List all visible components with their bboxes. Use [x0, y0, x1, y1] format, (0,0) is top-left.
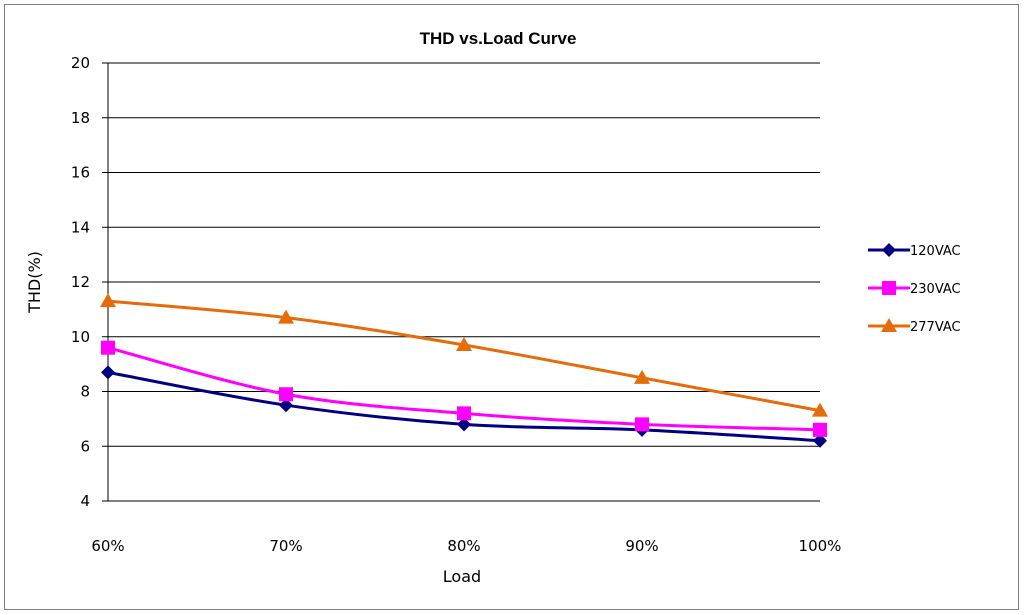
legend-marker-120VAC	[882, 243, 896, 257]
data-point-230VAC-90%	[635, 417, 649, 432]
y-tick-label: 12	[71, 273, 90, 291]
legend-marker-277VAC	[881, 318, 897, 332]
x-tick-label: 90%	[625, 537, 658, 555]
series-277VAC	[100, 293, 828, 417]
y-tick-label: 18	[71, 109, 90, 127]
y-tick-label: 20	[71, 54, 90, 72]
data-point-120VAC-60%	[101, 365, 115, 380]
y-tick-label: 6	[80, 437, 90, 455]
axes	[102, 62, 820, 502]
x-tick-label: 80%	[447, 537, 480, 555]
chart-title: THD vs.Load Curve	[420, 29, 577, 48]
data-point-230VAC-70%	[279, 387, 293, 402]
y-tick-labels: 4 6 8 10 12 14 16 18 20	[71, 54, 90, 510]
legend-item-120VAC: 120VAC	[868, 243, 961, 259]
legend-item-230VAC: 230VAC	[868, 281, 961, 297]
data-point-277VAC-100%	[812, 402, 828, 417]
y-tick-label: 14	[71, 218, 90, 236]
legend-label-277VAC: 277VAC	[910, 320, 961, 335]
x-axis-label: Load	[443, 567, 481, 586]
x-tick-label: 70%	[269, 537, 302, 555]
data-point-120VAC-100%	[813, 433, 827, 448]
legend-label-230VAC: 230VAC	[910, 282, 961, 297]
legend-marker-230VAC	[882, 281, 896, 295]
series-230VAC	[101, 340, 827, 437]
data-point-120VAC-70%	[279, 398, 293, 413]
y-tick-label: 4	[80, 492, 90, 510]
data-point-277VAC-90%	[634, 369, 650, 384]
data-point-277VAC-60%	[100, 293, 116, 308]
data-point-230VAC-80%	[457, 406, 471, 421]
legend-item-277VAC: 277VAC	[868, 318, 961, 335]
y-tick-label: 10	[71, 328, 90, 346]
y-tick-label: 16	[71, 164, 90, 182]
data-point-230VAC-100%	[813, 422, 827, 437]
legend: 120VAC 230VAC 277VAC	[868, 243, 961, 335]
grid-lines	[108, 62, 820, 447]
x-tick-label: 60%	[91, 537, 124, 555]
data-point-277VAC-70%	[278, 309, 294, 324]
x-tick-labels: 60% 70% 80% 90% 100%	[91, 537, 841, 555]
x-tick-label: 100%	[799, 537, 842, 555]
y-axis-label: THD(%)	[25, 251, 44, 314]
data-point-120VAC-80%	[457, 417, 471, 432]
legend-label-120VAC: 120VAC	[910, 244, 961, 259]
series-group	[100, 293, 828, 448]
data-point-230VAC-60%	[101, 340, 115, 355]
data-point-277VAC-80%	[456, 336, 472, 351]
y-tick-label: 8	[80, 383, 90, 401]
